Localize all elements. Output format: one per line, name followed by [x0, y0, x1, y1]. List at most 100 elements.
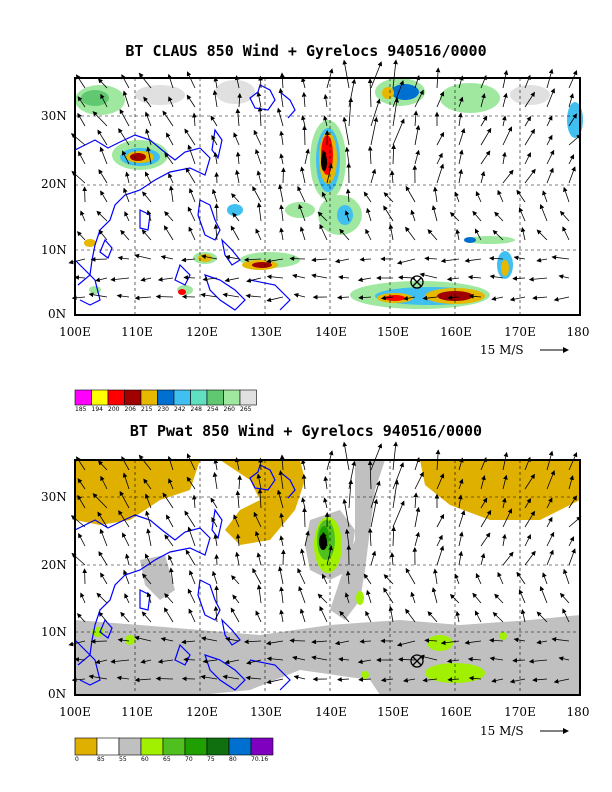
wind-arrow	[276, 489, 284, 509]
wind-arrow	[116, 293, 130, 299]
wind-arrow	[254, 148, 262, 165]
wind-arrow	[266, 296, 284, 303]
wind-arrow	[160, 254, 174, 260]
wind-arrow	[256, 202, 262, 222]
wind-arrow	[528, 276, 548, 282]
wind-arrow	[536, 229, 548, 241]
wind-arrow	[457, 112, 463, 127]
wind-arrow	[414, 457, 420, 471]
wind-arrow	[301, 497, 306, 509]
wind-arrow	[191, 112, 197, 127]
wind-arrow	[212, 471, 218, 490]
map1-lon-120e: 120E	[186, 325, 218, 339]
wind-arrow	[492, 611, 504, 623]
wind-arrow	[558, 274, 570, 279]
wind-arrow	[568, 166, 576, 184]
wind-arrow	[454, 191, 460, 203]
wind-arrow	[214, 171, 220, 184]
wind-arrow	[230, 225, 240, 241]
wind-arrow	[145, 171, 152, 184]
wind-arrow	[398, 657, 416, 662]
wind-arrow	[143, 478, 152, 490]
map1-lon-110e: 110E	[121, 325, 153, 339]
wind-arrow	[311, 273, 328, 279]
wind-arrow	[449, 212, 460, 222]
wind-arrow	[301, 77, 306, 89]
wind-arrow	[233, 514, 240, 528]
wind-arrow	[546, 134, 553, 146]
wind-arrow	[300, 548, 306, 566]
wind-arrow	[234, 551, 240, 566]
wind-arrow	[300, 166, 306, 184]
colorbar-swatch	[91, 389, 109, 406]
wind-arrow	[413, 110, 419, 127]
wind-arrow	[211, 516, 218, 528]
wind-arrow	[414, 531, 420, 547]
wind-arrow	[524, 116, 532, 127]
colorbar-swatch	[190, 389, 208, 406]
wind-arrow	[405, 608, 416, 623]
wind-arrow	[188, 570, 196, 585]
map2-pwat-shading	[75, 460, 580, 695]
wind-arrow	[71, 552, 86, 566]
wind-arrow	[422, 295, 438, 301]
wind-arrow	[121, 74, 130, 89]
colorbar-label: 230	[157, 406, 169, 413]
wind-arrow	[396, 640, 416, 647]
wind-arrow	[436, 473, 445, 490]
wind-arrow	[403, 295, 416, 301]
wind-arrow	[99, 528, 108, 547]
wind-arrow	[446, 658, 460, 664]
wind-arrow	[480, 456, 487, 471]
wind-arrow	[168, 172, 174, 184]
wind-arrow	[78, 150, 86, 165]
wind-arrow	[146, 528, 152, 547]
wind-arrow	[266, 678, 284, 685]
wind-arrow	[168, 185, 174, 203]
wind-arrow	[168, 567, 174, 585]
wind-arrow	[370, 116, 379, 146]
wind-arrow	[88, 292, 108, 298]
wind-arrow	[100, 93, 108, 108]
wind-arrow	[536, 639, 548, 645]
wind-arrow	[280, 549, 286, 566]
wind-arrow	[97, 511, 108, 528]
colorbar-label: 206	[124, 406, 136, 413]
wind-arrow	[134, 635, 152, 642]
wind-arrow	[298, 585, 306, 604]
map1-cloud-shading	[75, 78, 583, 309]
wind-arrow	[293, 292, 306, 298]
wind-arrow	[427, 229, 438, 241]
wind-arrow	[370, 168, 377, 184]
wind-arrow	[392, 441, 398, 471]
wind-arrow	[568, 516, 582, 528]
wind-arrow	[480, 532, 491, 547]
wind-arrow	[370, 498, 379, 528]
colorbar-swatch	[223, 389, 241, 406]
wind-arrow	[455, 610, 461, 623]
colorbar-swatch	[96, 737, 120, 756]
wind-arrow	[256, 170, 262, 184]
wind-arrow	[431, 587, 438, 604]
wind-arrow	[562, 608, 570, 623]
wind-arrow	[492, 229, 504, 241]
wind-arrow	[88, 674, 108, 680]
wind-arrow	[70, 133, 86, 146]
colorbar-label: 215	[141, 406, 153, 413]
wind-arrow	[120, 229, 130, 241]
wind-arrow	[255, 610, 262, 623]
wind-arrow	[279, 227, 284, 241]
wind-arrow	[419, 272, 438, 279]
wind-arrow	[77, 96, 86, 108]
wind-arrow	[468, 675, 482, 681]
wind-arrow	[143, 96, 152, 108]
wind-arrow	[516, 571, 526, 585]
wind-arrow	[440, 640, 460, 646]
wind-arrow	[164, 534, 174, 547]
wind-arrow	[501, 497, 507, 509]
wind-arrow	[317, 593, 328, 604]
wind-arrow	[348, 479, 354, 509]
map1-wind-vectors	[68, 59, 582, 303]
map1-lon-100e: 100E	[59, 325, 91, 339]
wind-arrow	[252, 186, 262, 203]
